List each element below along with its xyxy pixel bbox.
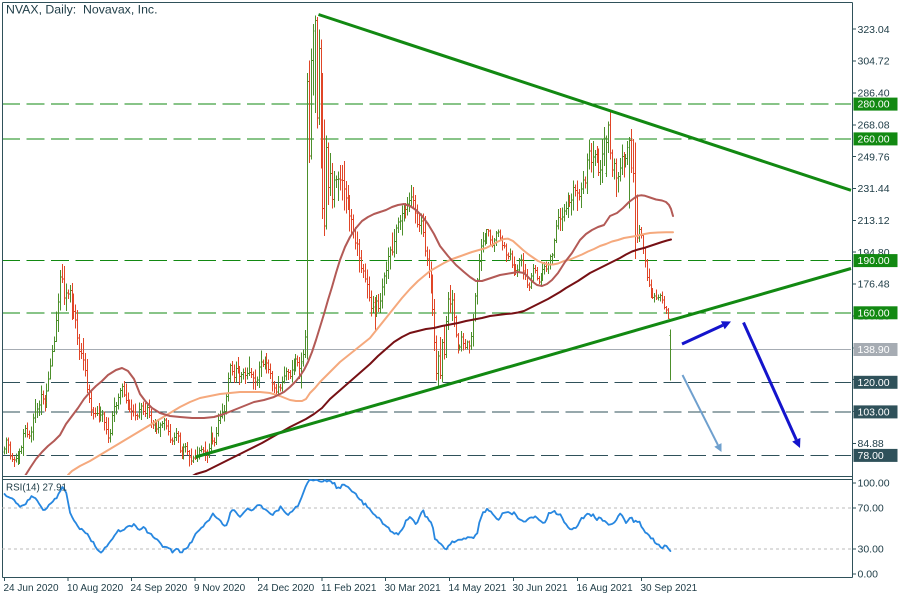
svg-text:323.04: 323.04 bbox=[858, 24, 890, 36]
svg-text:16 Aug 2021: 16 Aug 2021 bbox=[577, 583, 634, 594]
svg-text:103.00: 103.00 bbox=[858, 407, 890, 419]
svg-text:304.72: 304.72 bbox=[858, 56, 890, 68]
svg-text:70.00: 70.00 bbox=[858, 503, 884, 515]
svg-text:30 Mar 2021: 30 Mar 2021 bbox=[385, 583, 442, 594]
svg-text:231.44: 231.44 bbox=[858, 183, 890, 195]
svg-text:100.00: 100.00 bbox=[858, 478, 890, 490]
svg-text:9 Nov 2020: 9 Nov 2020 bbox=[194, 583, 246, 594]
svg-text:0.00: 0.00 bbox=[858, 569, 879, 581]
svg-text:10 Aug 2020: 10 Aug 2020 bbox=[67, 583, 124, 594]
svg-text:24 Sep 2020: 24 Sep 2020 bbox=[131, 583, 188, 594]
svg-text:30 Jun 2021: 30 Jun 2021 bbox=[513, 583, 568, 594]
svg-text:138.90: 138.90 bbox=[858, 344, 890, 356]
svg-text:120.00: 120.00 bbox=[858, 377, 890, 389]
svg-text:160.00: 160.00 bbox=[858, 307, 890, 319]
svg-text:78.00: 78.00 bbox=[858, 450, 884, 462]
svg-text:213.12: 213.12 bbox=[858, 215, 890, 227]
svg-text:30.00: 30.00 bbox=[858, 544, 884, 556]
svg-text:190.00: 190.00 bbox=[858, 255, 890, 267]
svg-text:268.08: 268.08 bbox=[858, 119, 890, 131]
svg-text:286.40: 286.40 bbox=[858, 88, 890, 100]
svg-text:30 Sep 2021: 30 Sep 2021 bbox=[641, 583, 698, 594]
svg-text:24 Jun 2020: 24 Jun 2020 bbox=[4, 583, 59, 594]
svg-text:RSI(14) 27.91: RSI(14) 27.91 bbox=[6, 483, 67, 494]
svg-text:176.48: 176.48 bbox=[858, 279, 890, 291]
svg-text:84.88: 84.88 bbox=[858, 438, 884, 450]
svg-text:260.00: 260.00 bbox=[858, 134, 890, 146]
svg-text:194.80: 194.80 bbox=[858, 247, 890, 259]
svg-text:11 Feb 2021: 11 Feb 2021 bbox=[321, 583, 377, 594]
svg-text:NVAX, Daily: Novavax, Inc.: NVAX, Daily: Novavax, Inc. bbox=[6, 3, 157, 17]
svg-text:280.00: 280.00 bbox=[858, 99, 890, 111]
svg-text:14 May 2021: 14 May 2021 bbox=[449, 583, 507, 594]
svg-text:24 Dec 2020: 24 Dec 2020 bbox=[258, 583, 315, 594]
svg-text:249.76: 249.76 bbox=[858, 151, 890, 163]
